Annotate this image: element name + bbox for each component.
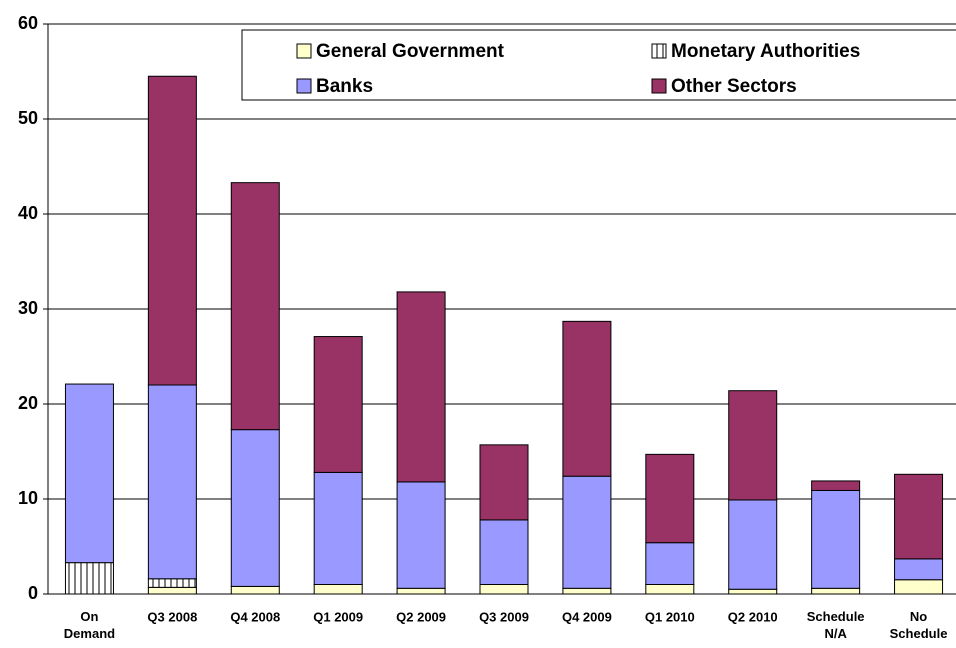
x-tick-label: Q4 2009 [562,609,612,624]
y-tick-label: 10 [18,488,38,508]
bar-segment [396,481,446,589]
bar-segment [396,291,446,483]
bar-segment [64,562,114,595]
x-tick-label: Q3 2009 [479,609,529,624]
bar-segment [147,75,197,386]
x-tick-label: Q1 2009 [313,609,363,624]
bar-segment [894,579,944,595]
x-tick-label: Q3 2008 [147,609,197,624]
legend-label: General Government [316,41,505,62]
bar-segment [894,473,944,560]
legend-swatch [651,43,667,59]
y-tick-label: 30 [18,298,38,318]
bar-segment [313,584,363,595]
bar-segment [313,336,363,473]
y-tick-label: 40 [18,203,38,223]
x-tick-label: Q4 2008 [230,609,280,624]
x-tick-label: Q1 2010 [645,609,695,624]
bar-segment [562,475,612,589]
bar-segment [645,542,695,586]
y-tick-label: 0 [28,583,38,603]
bar-segment [728,390,778,501]
x-tick-label: Q2 2009 [396,609,446,624]
bar-segment [811,489,861,589]
y-tick-label: 60 [18,13,38,33]
legend-label: Other Sectors [671,76,797,97]
bar-segment [479,519,529,586]
bar-segment [645,453,695,544]
bar-segment [147,578,197,588]
bar-segment [230,429,280,587]
bar-segment [147,586,197,595]
x-tick-label: Schedule N/A [807,609,865,641]
legend-swatch [296,78,312,94]
bar-segment [894,558,944,581]
legend-box [241,29,956,101]
legend-label: Monetary Authorities [671,41,860,62]
bar-segment [479,584,529,595]
bar-segment [396,587,446,595]
bar-segment [562,320,612,477]
legend-swatch [651,78,667,94]
bar-segment [645,584,695,595]
bar-segment [811,587,861,595]
bar-segment [479,444,529,521]
bar-segment [811,480,861,491]
bar-segment [728,588,778,595]
bar-segment [562,587,612,595]
legend-swatch [296,43,312,59]
legend-label: Banks [316,76,373,97]
bar-segment [147,384,197,580]
bar-segment [230,585,280,595]
bar-segment [728,499,778,590]
x-tick-label: Q2 2010 [728,609,778,624]
bar-segment [230,182,280,431]
bar-segment [313,471,363,585]
y-tick-label: 20 [18,393,38,413]
x-tick-label: On Demand [64,609,115,641]
bar-segment [64,383,114,564]
y-tick-label: 50 [18,108,38,128]
x-tick-label: No Schedule [890,609,948,641]
